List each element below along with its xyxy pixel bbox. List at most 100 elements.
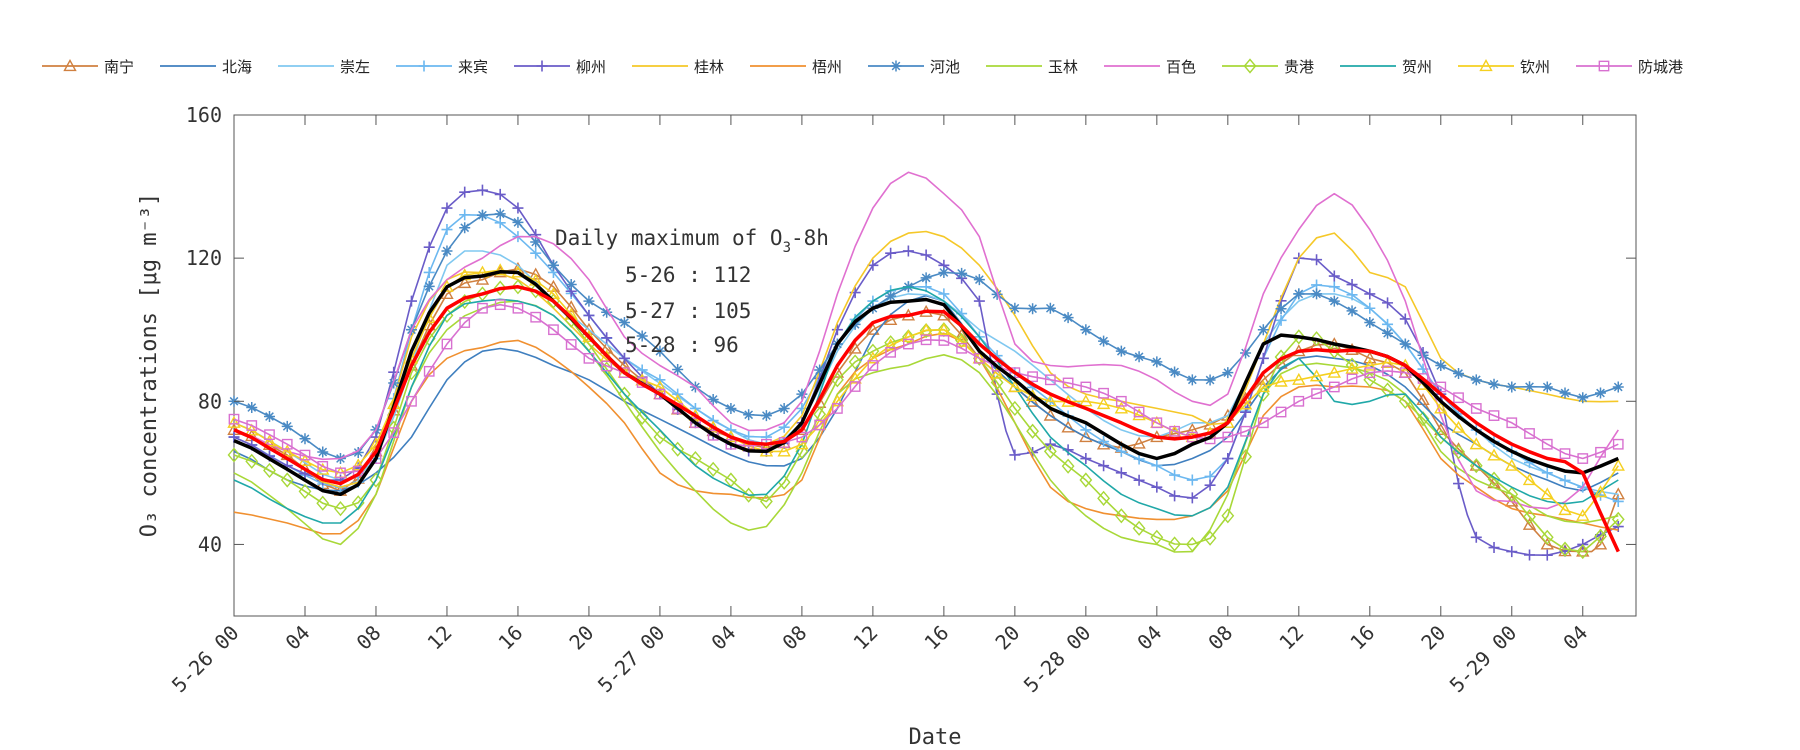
data-point (246, 420, 258, 431)
data-point (1186, 474, 1198, 486)
data-point (1541, 381, 1553, 393)
data-point (1133, 351, 1145, 363)
data-point (1098, 335, 1110, 347)
data-point (1098, 460, 1110, 472)
x-tick-label: 12 (848, 621, 882, 655)
data-point (529, 267, 543, 280)
series-line (233, 268, 1620, 553)
data-point (1382, 365, 1393, 377)
data-point (546, 279, 561, 292)
x-tick-label: 5-28 00 (1019, 621, 1096, 698)
series-贺州 (233, 286, 1619, 524)
data-point (902, 245, 914, 257)
data-point (1098, 436, 1110, 448)
data-point (883, 312, 898, 325)
data-point (903, 338, 914, 350)
data-point (1257, 324, 1269, 336)
legend-label: 来宾 (458, 58, 488, 76)
x-tick-label: 5-26 00 (167, 621, 244, 698)
data-point (1577, 453, 1589, 464)
data-point (973, 352, 985, 364)
data-point (1434, 422, 1448, 436)
data-point (920, 272, 932, 284)
data-point (1417, 349, 1429, 361)
data-point (459, 222, 471, 234)
data-point (1027, 303, 1039, 315)
data-point (493, 263, 507, 276)
data-point (1186, 374, 1198, 386)
data-point (1114, 508, 1128, 524)
legend-marker (418, 60, 430, 72)
x-tick-label: 04 (281, 621, 315, 655)
data-point (1345, 361, 1359, 374)
data-point (1594, 528, 1607, 544)
data-point (1541, 438, 1553, 450)
data-point (1363, 358, 1377, 371)
data-point (1204, 374, 1216, 386)
data-point (1168, 536, 1181, 552)
annotation-line-3: 5-28 : 96 (625, 333, 739, 357)
data-point (264, 429, 275, 441)
data-point (583, 309, 595, 321)
data-point (263, 462, 276, 479)
data-point (1364, 317, 1376, 329)
data-point (1595, 387, 1607, 399)
data-point (1043, 408, 1058, 421)
series-北海 (233, 294, 1619, 492)
data-point (601, 306, 613, 318)
data-point (725, 402, 737, 414)
data-point (1293, 395, 1305, 407)
data-point (405, 295, 417, 307)
data-point (459, 317, 471, 328)
data-point (1364, 288, 1376, 300)
data-point (546, 286, 561, 300)
data-point (1363, 351, 1377, 364)
data-point (1505, 458, 1519, 471)
data-point (1240, 347, 1252, 359)
data-point (423, 365, 435, 377)
data-point (1061, 458, 1075, 474)
data-point (1009, 302, 1021, 314)
data-point (1576, 544, 1590, 560)
data-point (351, 495, 365, 511)
data-point (1097, 490, 1111, 506)
data-point (1505, 486, 1519, 502)
data-point (654, 374, 666, 386)
data-point (512, 302, 524, 314)
data-point (1524, 549, 1536, 561)
data-point (1114, 401, 1129, 414)
data-point (619, 367, 630, 379)
data-point (1487, 471, 1501, 487)
data-point (956, 267, 968, 279)
series-桂林 (233, 230, 1619, 488)
data-point (636, 330, 648, 342)
data-point (1469, 458, 1483, 471)
data-point (458, 276, 472, 289)
data-point (707, 429, 719, 441)
annotation-line-1: 5-26 : 112 (625, 263, 751, 287)
data-point (671, 441, 685, 457)
data-point (1577, 392, 1589, 404)
data-point (1080, 453, 1092, 465)
data-point (1399, 367, 1411, 379)
x-tick-label: 16 (493, 621, 527, 655)
data-point (459, 209, 471, 221)
data-point (1169, 490, 1181, 502)
data-point (1364, 302, 1376, 314)
data-point (1328, 270, 1340, 282)
data-point (1151, 481, 1163, 493)
data-point (1062, 312, 1074, 324)
data-point (459, 186, 471, 198)
data-point (1576, 508, 1590, 521)
legend-label: 防城港 (1638, 58, 1683, 76)
data-point (1133, 474, 1145, 486)
data-point (707, 393, 719, 405)
data-point (1115, 395, 1127, 407)
data-point (1612, 381, 1624, 393)
x-tick-label: 5-29 00 (1445, 621, 1522, 698)
legend-item: 玉林 (986, 58, 1078, 76)
data-point (1009, 367, 1021, 379)
data-point (672, 364, 684, 376)
data-point (1169, 425, 1180, 437)
data-point (441, 245, 453, 257)
